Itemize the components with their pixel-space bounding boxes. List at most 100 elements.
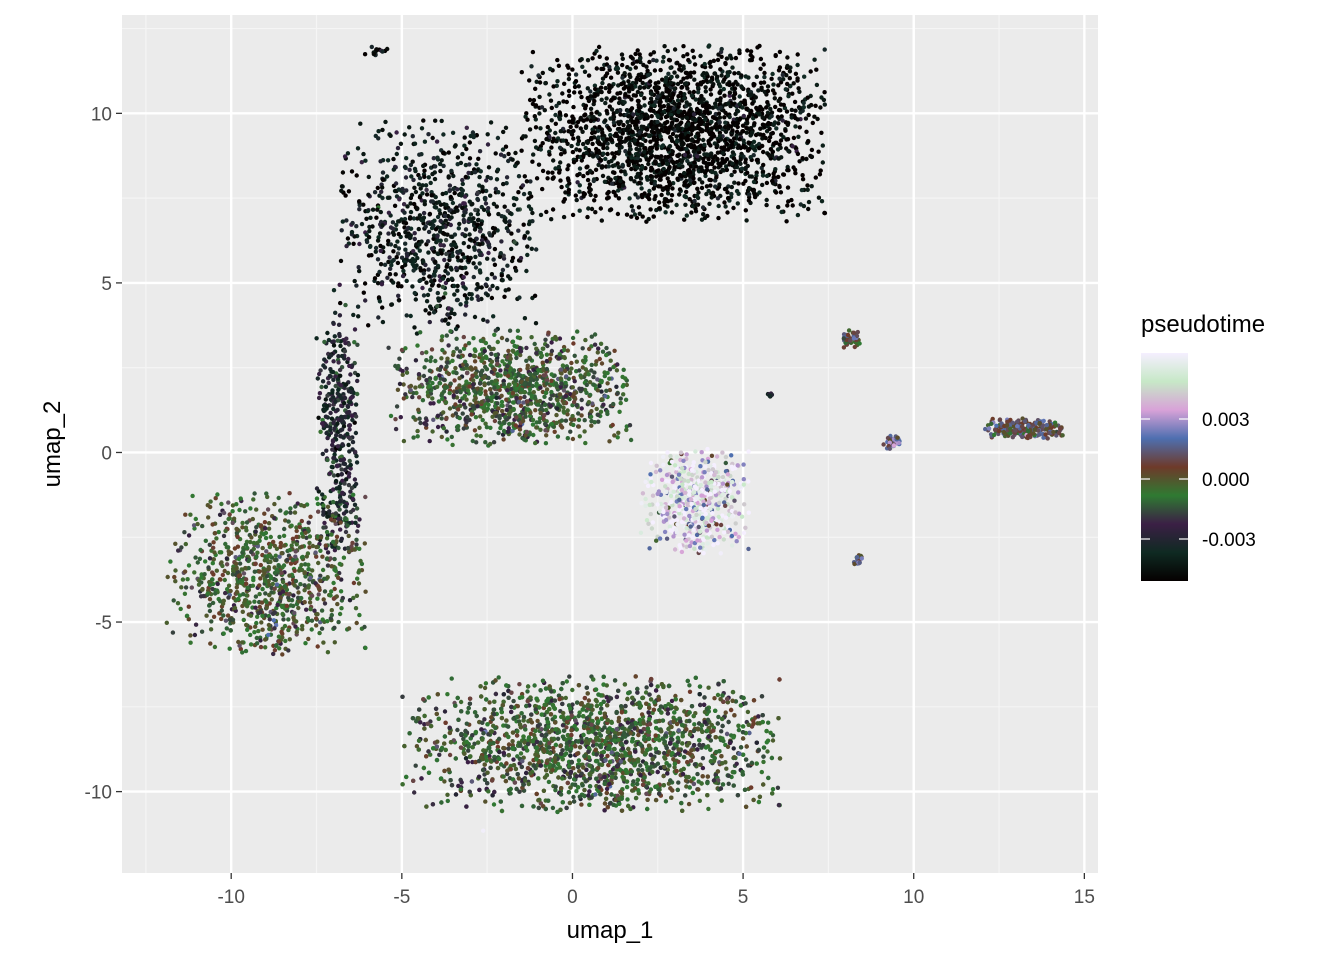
data-point xyxy=(441,151,445,155)
data-point xyxy=(523,174,527,178)
data-point xyxy=(324,449,328,453)
data-point xyxy=(288,511,292,515)
data-point xyxy=(704,71,708,75)
data-point xyxy=(308,600,312,604)
data-point xyxy=(747,198,751,202)
data-point xyxy=(484,201,488,205)
data-point xyxy=(584,104,588,108)
data-point xyxy=(657,200,661,204)
data-point xyxy=(237,557,241,561)
data-point xyxy=(333,640,337,644)
data-point xyxy=(534,145,538,149)
data-point xyxy=(464,300,468,304)
data-point xyxy=(354,431,358,435)
data-point xyxy=(550,106,554,110)
data-point xyxy=(420,286,424,290)
data-point xyxy=(492,230,496,234)
data-point xyxy=(411,249,415,253)
data-point xyxy=(451,201,455,205)
data-point xyxy=(736,192,740,196)
data-point xyxy=(413,231,417,235)
data-point xyxy=(263,645,267,649)
data-point xyxy=(717,111,721,115)
data-point xyxy=(376,238,380,242)
data-point xyxy=(240,525,244,529)
data-point xyxy=(785,109,789,113)
data-point xyxy=(387,211,391,215)
data-point xyxy=(774,54,778,58)
data-point xyxy=(441,295,445,299)
data-point xyxy=(822,90,826,94)
data-point xyxy=(259,563,263,567)
data-point xyxy=(569,125,573,129)
data-point xyxy=(237,574,241,578)
data-point xyxy=(655,114,659,118)
data-point xyxy=(338,428,342,432)
data-point xyxy=(316,584,320,588)
data-point xyxy=(800,156,804,160)
data-point xyxy=(745,131,749,135)
data-point xyxy=(255,636,259,640)
data-point xyxy=(534,247,538,251)
data-point xyxy=(370,224,374,228)
data-point xyxy=(168,559,172,563)
data-point xyxy=(609,159,613,163)
data-point xyxy=(452,284,456,288)
data-point xyxy=(645,69,649,73)
data-point xyxy=(575,198,579,202)
data-point xyxy=(703,62,707,66)
data-point xyxy=(614,61,618,65)
data-point xyxy=(308,515,312,519)
data-point xyxy=(307,521,311,525)
data-point xyxy=(632,93,636,97)
data-point xyxy=(464,175,468,179)
data-point xyxy=(460,206,464,210)
data-point xyxy=(450,247,454,251)
data-point xyxy=(637,181,641,185)
data-point xyxy=(459,193,463,197)
data-point xyxy=(672,102,676,106)
data-point xyxy=(586,86,590,90)
data-point xyxy=(467,292,471,296)
data-point xyxy=(642,85,646,89)
data-point xyxy=(413,291,417,295)
data-point xyxy=(289,524,293,528)
data-point xyxy=(628,67,632,71)
data-point xyxy=(336,444,340,448)
data-point xyxy=(762,71,766,75)
data-point xyxy=(652,138,656,142)
data-point xyxy=(389,263,393,267)
data-point xyxy=(415,256,419,260)
data-point xyxy=(338,368,342,372)
data-point xyxy=(401,274,405,278)
data-point xyxy=(656,94,660,98)
data-point xyxy=(800,173,804,177)
data-point xyxy=(478,253,482,257)
data-point xyxy=(439,239,443,243)
data-point xyxy=(485,319,489,323)
data-point xyxy=(339,383,343,387)
data-point xyxy=(376,281,380,285)
data-point xyxy=(226,545,230,549)
data-point xyxy=(366,323,370,327)
data-point xyxy=(419,186,423,190)
data-point xyxy=(446,271,450,275)
data-point xyxy=(572,90,576,94)
data-point xyxy=(697,137,701,141)
data-point xyxy=(643,113,647,117)
data-point xyxy=(588,182,592,186)
data-point xyxy=(663,210,667,214)
data-point xyxy=(422,216,426,220)
data-point xyxy=(476,198,480,202)
data-point xyxy=(793,100,797,104)
data-point xyxy=(668,98,672,102)
data-point xyxy=(596,135,600,139)
data-point xyxy=(350,447,354,451)
data-point xyxy=(716,58,720,62)
data-point xyxy=(779,190,783,194)
data-point xyxy=(591,153,595,157)
data-point xyxy=(347,626,351,630)
data-point xyxy=(283,639,287,643)
data-point xyxy=(326,650,330,654)
data-point xyxy=(553,131,557,135)
